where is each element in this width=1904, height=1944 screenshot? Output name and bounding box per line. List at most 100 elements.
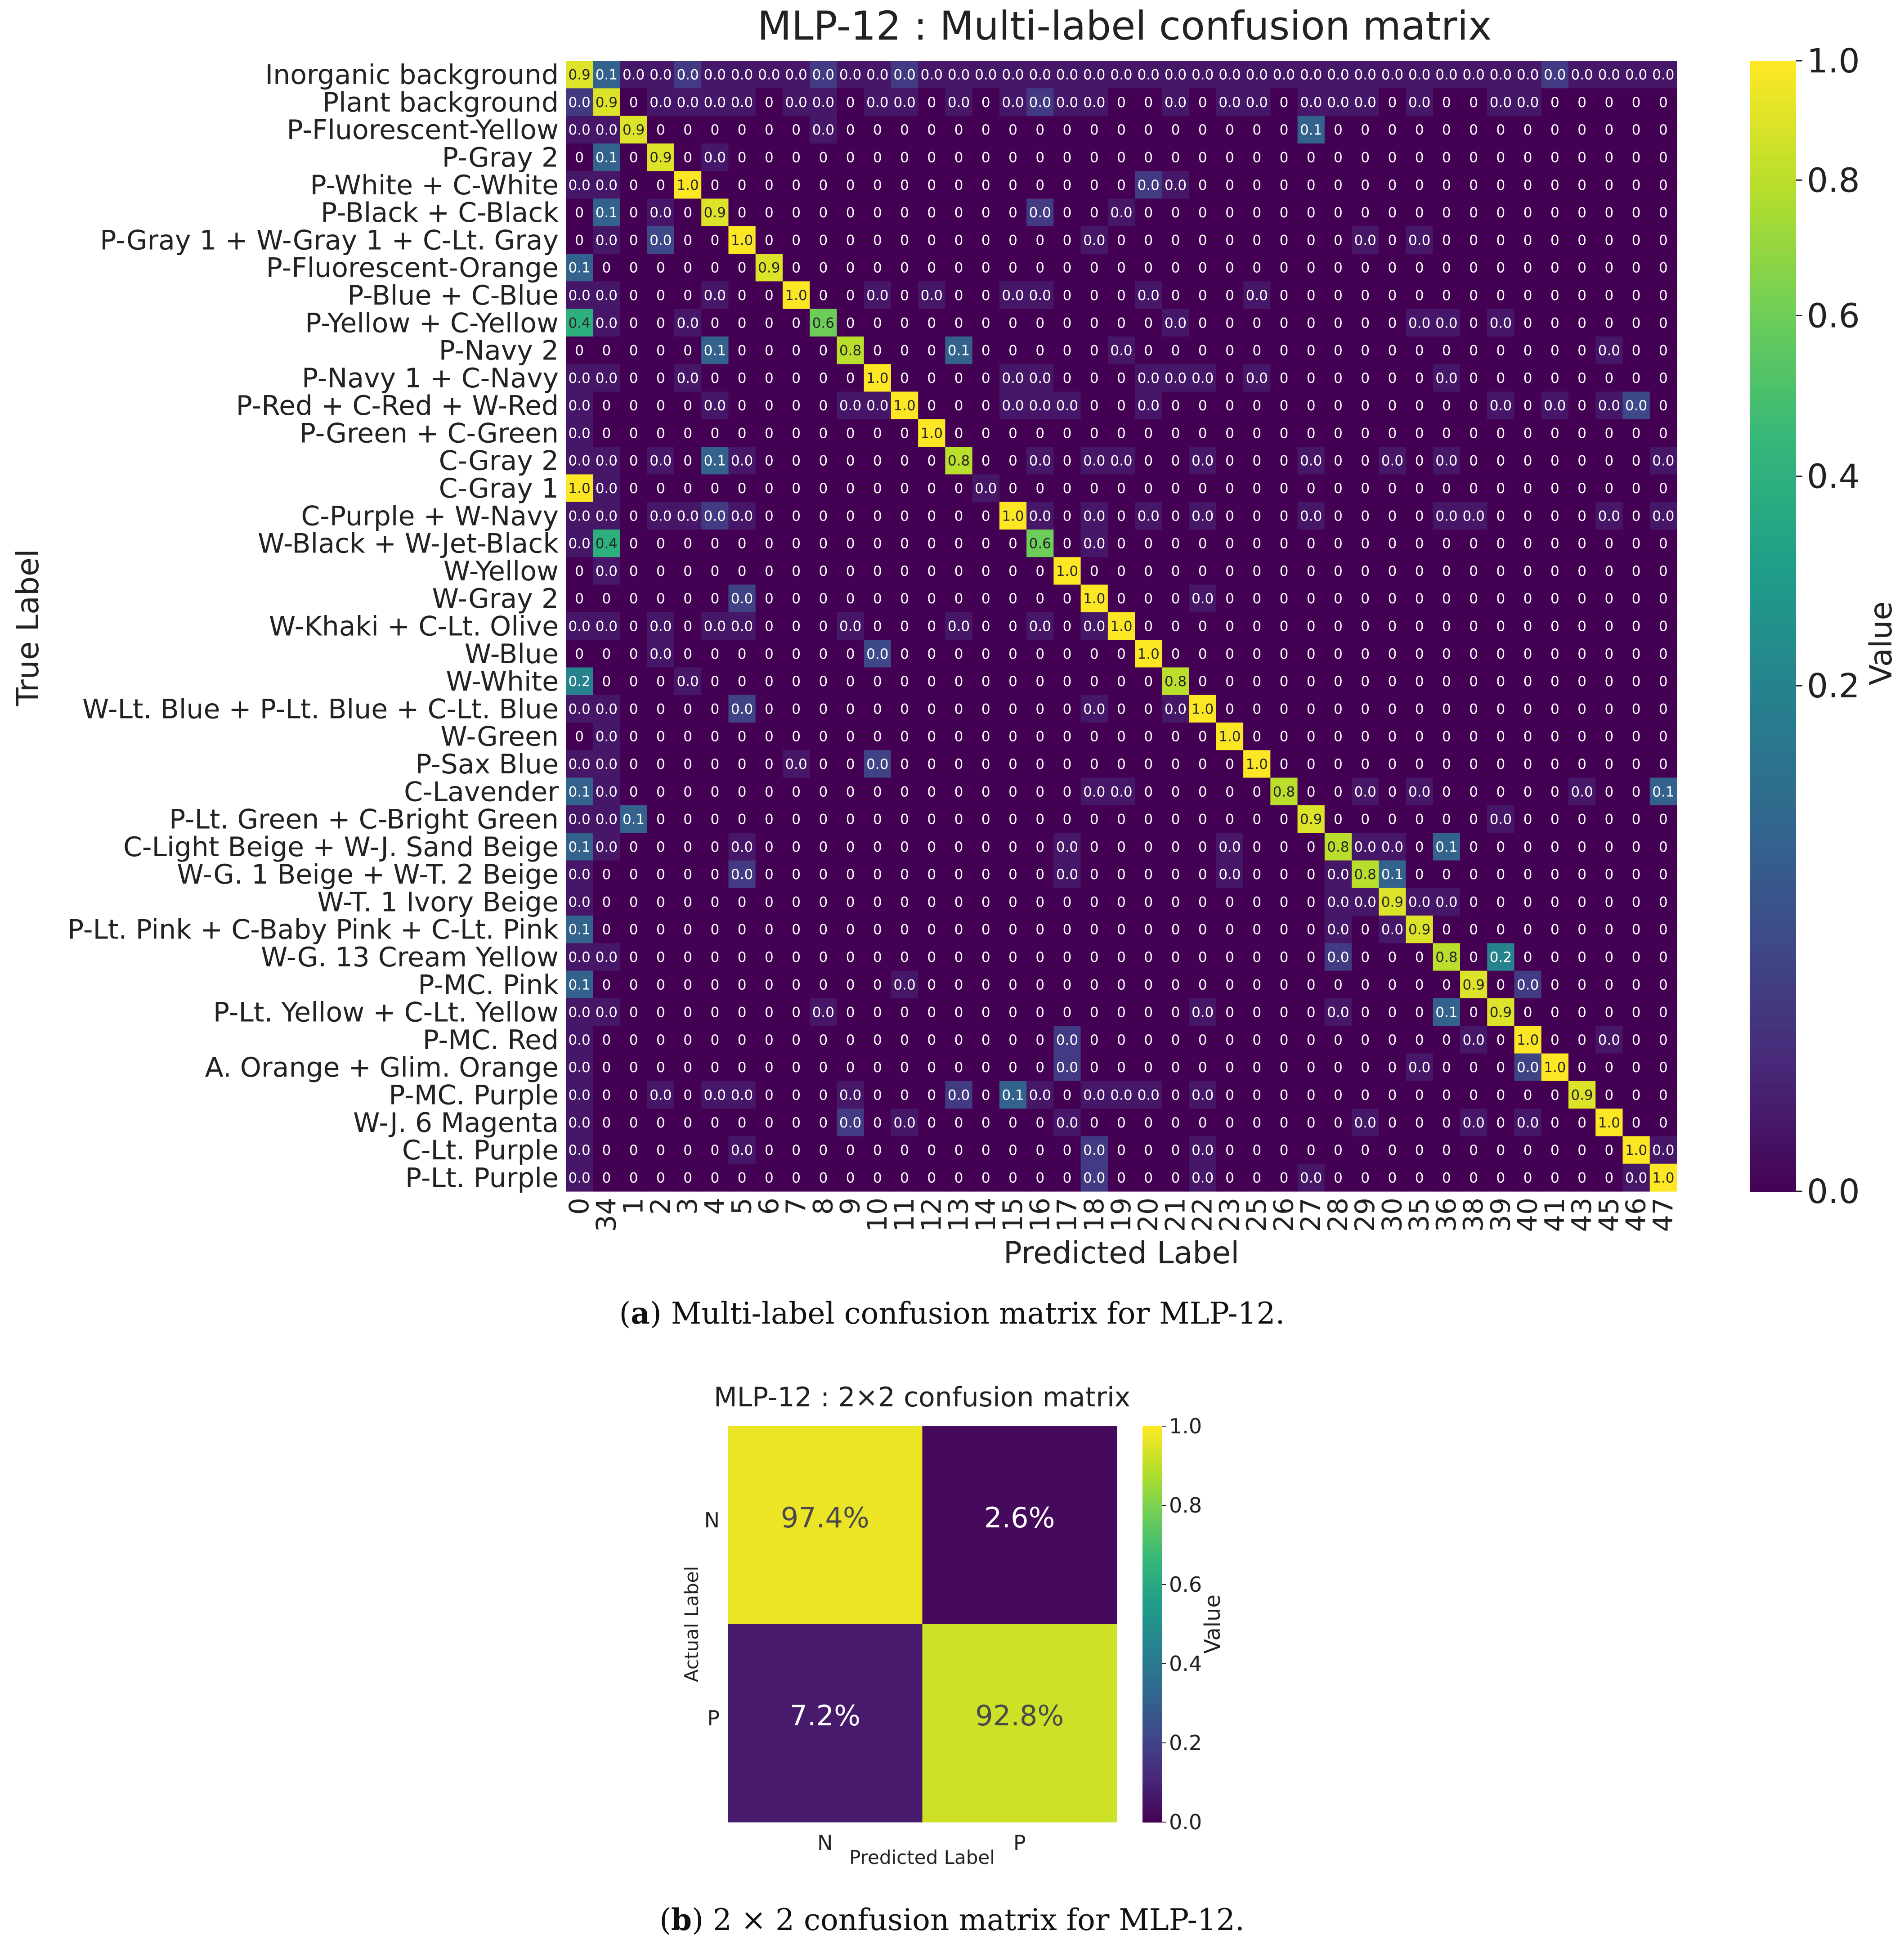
chart1-colorbar-segment: [1750, 157, 1796, 163]
chart1-cell-label: 0.0: [1490, 315, 1512, 331]
chart1-cell-label: 0.0: [1083, 536, 1105, 552]
chart1-cell-label: 0: [1605, 701, 1614, 717]
chart1-cell-label: 0: [1415, 150, 1424, 166]
chart1-cell-label: 0.0: [1490, 67, 1512, 83]
chart1-cell-label: 0: [656, 1115, 665, 1131]
chart1-cell-label: 0: [1198, 812, 1207, 828]
chart1-cell: [728, 254, 756, 282]
chart1-cell-label: 0.0: [1408, 1060, 1430, 1076]
chart1-cell-label: 0: [1334, 536, 1343, 552]
chart1-cell-label: 0.0: [1083, 453, 1105, 469]
chart1-cell: [1433, 143, 1460, 171]
chart1-cell: [674, 61, 702, 89]
chart1-cell-label: 0: [1171, 1005, 1180, 1021]
chart1-cell-label: 0.0: [1327, 94, 1349, 111]
chart1-cell-label: 0.0: [1463, 67, 1485, 83]
chart1-cell-label: 0.0: [704, 94, 726, 111]
chart1-cell-label: 0: [792, 894, 801, 910]
chart1-cell: [1053, 171, 1081, 199]
chart1-cell-label: 0.9: [1571, 1087, 1593, 1103]
chart1-cell-label: 0: [1225, 150, 1234, 166]
chart1-cell-label: 0: [1008, 122, 1017, 138]
chart1-cell-label: 0: [1550, 866, 1559, 883]
chart1-cell-label: 0: [1577, 812, 1586, 828]
chart1-cell-label: 0: [1361, 729, 1370, 745]
chart1-cell-label: 0: [629, 922, 638, 938]
chart1-cell-label: 0: [927, 949, 936, 965]
chart1-cell-label: 0: [1550, 784, 1559, 800]
chart1-cell-label: 0.0: [1056, 94, 1078, 111]
chart1-cell-label: 0: [1605, 150, 1614, 166]
chart1-cell-label: 0: [1171, 205, 1180, 221]
chart1-cell-label: 0: [710, 1032, 719, 1048]
chart1-cell-label: 0: [846, 646, 855, 662]
chart1-cell: [837, 447, 865, 475]
chart1-cell-label: 0: [1605, 729, 1614, 745]
chart1-cell-label: 0: [981, 536, 990, 552]
chart1-cell-label: 0: [656, 563, 665, 579]
chart1-cell-label: 0: [1415, 646, 1424, 662]
chart1-cell-label: 0: [1469, 94, 1478, 111]
chart1-cell-label: 0: [765, 94, 774, 111]
chart1-cell-label: 0: [981, 922, 990, 938]
chart1-cell-label: 0: [819, 563, 828, 579]
chart1-cell: [674, 391, 702, 420]
chart1-cell-label: 0: [1063, 1142, 1072, 1158]
chart1-cell-label: 0.0: [1110, 784, 1132, 800]
chart1-cell: [837, 171, 865, 199]
chart1-cell-label: 0: [927, 619, 936, 635]
chart1-cell-label: 0: [765, 150, 774, 166]
chart1-cell-label: 0.0: [596, 453, 618, 469]
chart1-cell-label: 0: [1442, 1060, 1451, 1076]
chart1-cell-label: 1.0: [893, 398, 915, 414]
chart1-cell-label: 0: [954, 1170, 963, 1186]
chart1-cell: [1162, 309, 1190, 337]
chart1-cell-label: 0: [846, 1142, 855, 1158]
chart1-cell: [1514, 391, 1542, 420]
chart1-cell: [1107, 226, 1135, 254]
chart1-cell-label: 0: [1577, 177, 1586, 193]
chart1-colorbar-segment: [1750, 1089, 1796, 1096]
chart1-cell-label: 0: [1144, 205, 1153, 221]
chart1-cell-label: 0.0: [568, 425, 590, 441]
chart1-cell: [1162, 198, 1190, 227]
chart1-cell-label: 0: [1252, 563, 1261, 579]
chart1-cell-label: 0: [1659, 343, 1668, 359]
chart1-cell-label: 0: [1198, 784, 1207, 800]
chart1-cell-label: 0.0: [1300, 453, 1322, 469]
chart1-cell-label: 0: [1415, 839, 1424, 855]
chart1-cell-label: 0: [1144, 94, 1153, 111]
chart1-cell-label: 0: [819, 508, 828, 524]
chart1-cell-label: 0: [710, 122, 719, 138]
chart1-cell-label: 0: [1496, 205, 1505, 221]
chart1-cell-label: 0: [846, 673, 855, 690]
chart1-cell-label: 0.0: [568, 1032, 590, 1048]
chart2-row-label: P: [707, 1706, 720, 1730]
chart1-cell-label: 0: [1063, 1087, 1072, 1103]
chart1-cell: [701, 447, 729, 475]
chart1-cell: [620, 502, 648, 530]
chart1-colorbar-segment: [1750, 377, 1796, 384]
chart1-cell: [1135, 419, 1162, 447]
chart1-cell-label: 0: [1496, 370, 1505, 386]
chart1-cell-label: 0: [792, 205, 801, 221]
chart1-cell-label: 0: [1225, 1005, 1234, 1021]
chart1-cell-label: 0: [1388, 977, 1397, 993]
chart1-cell-label: 0: [1280, 1060, 1289, 1076]
chart1-cell-label: 0: [1171, 1032, 1180, 1048]
chart1-cell: [1379, 61, 1407, 89]
chart1-cell-label: 0: [656, 673, 665, 690]
chart1-colorbar-segment: [1750, 660, 1796, 666]
chart1-cell-label: 0.9: [623, 122, 645, 138]
chart1-cell-label: 0: [575, 729, 584, 745]
chart1-cell: [1568, 447, 1596, 475]
chart1-cell-label: 0: [1280, 812, 1289, 828]
chart1-cell-label: 0.0: [1652, 1142, 1674, 1158]
chart1-cell-label: 0: [900, 122, 909, 138]
chart1-cell-label: 0: [765, 370, 774, 386]
chart1-cell-label: 0: [981, 343, 990, 359]
chart1-cell-label: 0: [1361, 1005, 1370, 1021]
chart1-cell-label: 0.0: [1002, 287, 1024, 304]
chart1-cell-label: 0: [900, 866, 909, 883]
chart1-cell-label: 0: [873, 177, 882, 193]
